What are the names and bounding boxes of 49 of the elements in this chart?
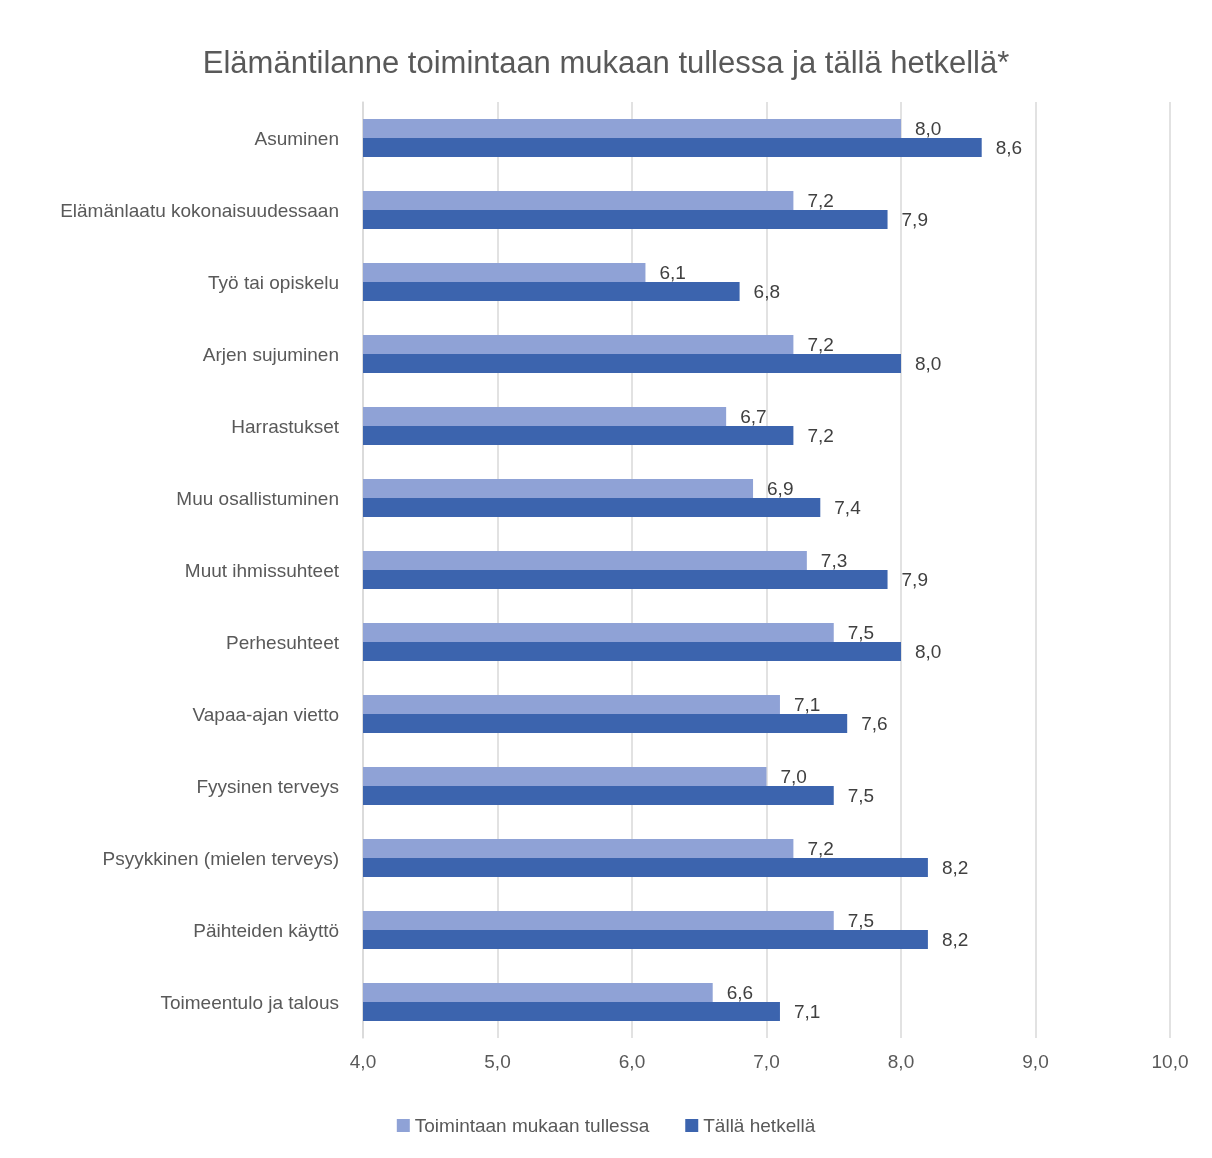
data-label: 6,6 xyxy=(726,982,754,1003)
data-label: 7,1 xyxy=(793,694,821,715)
x-tick-label: 4,0 xyxy=(349,1051,377,1072)
y-tick-label: Muu osallistuminen xyxy=(176,487,339,509)
y-tick-label: Muut ihmissuhteet xyxy=(184,559,340,581)
y-tick-label: Työ tai opiskelu xyxy=(208,271,339,293)
y-tick-label: Päihteiden käyttö xyxy=(193,919,339,941)
data-label: 7,9 xyxy=(901,209,928,230)
data-label: 7,5 xyxy=(847,785,875,806)
data-label: 6,1 xyxy=(659,262,686,283)
x-tick-label: 5,0 xyxy=(484,1051,511,1072)
data-label: 8,2 xyxy=(941,857,969,878)
y-tick-label: Asuminen xyxy=(254,127,339,149)
x-tick-label: 10,0 xyxy=(1151,1051,1189,1072)
data-label: 7,2 xyxy=(807,425,834,446)
data-label: 7,6 xyxy=(861,713,888,734)
x-tick-label: 8,0 xyxy=(887,1051,915,1072)
data-label: 6,7 xyxy=(740,406,767,427)
y-tick-label: Elämänlaatu kokonaisuudessaan xyxy=(60,199,339,221)
data-label: 8,0 xyxy=(915,353,942,374)
data-label: 7,9 xyxy=(901,569,928,590)
data-label: 8,0 xyxy=(915,118,942,139)
data-label: 8,2 xyxy=(941,929,969,950)
x-tick-label: 9,0 xyxy=(1022,1051,1049,1072)
data-label: 6,9 xyxy=(767,478,794,499)
data-label: 7,0 xyxy=(780,766,807,787)
data-label: 7,2 xyxy=(807,838,834,859)
y-tick-label: Arjen sujuminen xyxy=(202,343,339,365)
legend-label: Tällä hetkellä xyxy=(703,1115,816,1136)
data-label: 7,4 xyxy=(834,497,862,518)
data-label: 7,3 xyxy=(820,550,848,571)
data-label: 7,5 xyxy=(847,910,875,931)
data-label: 6,8 xyxy=(753,281,781,302)
data-label: 7,5 xyxy=(847,622,875,643)
data-label: 8,0 xyxy=(915,641,942,662)
data-label: 7,2 xyxy=(807,190,834,211)
y-tick-label: Vapaa-ajan vietto xyxy=(192,703,339,725)
x-tick-label: 6,0 xyxy=(618,1051,646,1072)
legend-label: Toimintaan mukaan tullessa xyxy=(414,1115,650,1136)
data-label: 8,6 xyxy=(995,137,1023,158)
y-tick-label: Psyykkinen (mielen terveys) xyxy=(102,847,339,869)
y-tick-label: Fyysinen terveys xyxy=(196,775,339,797)
data-label: 7,1 xyxy=(793,1001,821,1022)
chart-title: Elämäntilanne toimintaan mukaan tullessa ja tällä hetkellä* xyxy=(202,45,1010,80)
y-tick-label: Harrastukset xyxy=(231,415,340,437)
y-tick-label: Toimeentulo ja talous xyxy=(160,991,339,1013)
y-tick-label: Perhesuhteet xyxy=(225,631,340,653)
data-label: 7,2 xyxy=(807,334,834,355)
x-tick-label: 7,0 xyxy=(753,1051,780,1072)
